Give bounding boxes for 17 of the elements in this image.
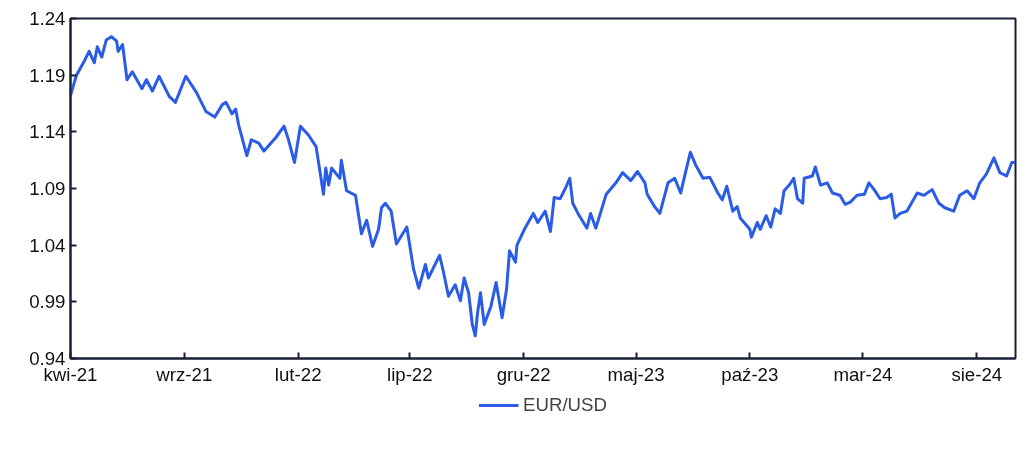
y-tick-label: 1.19 [29, 64, 66, 86]
legend-label: EUR/USD [523, 394, 607, 416]
y-tick-label: 1.24 [29, 8, 66, 29]
line-series [70, 35, 1016, 338]
x-tick-label: lut-22 [274, 363, 322, 385]
x-tick-label: wrz-21 [155, 363, 213, 385]
x-tick-label: maj-23 [607, 363, 665, 385]
y-tick-label: 0.94 [29, 348, 66, 369]
y-tick-label: 1.09 [29, 178, 66, 199]
x-tick-label: sie-24 [951, 363, 1003, 385]
y-tick-label: 0.99 [29, 291, 66, 313]
x-tick-label: mar-24 [833, 363, 893, 385]
x-tick-label: gru-22 [496, 363, 551, 385]
x-tick-label: lip-22 [386, 363, 433, 385]
y-tick-label: 1.14 [29, 121, 66, 143]
y-tick-label: 1.04 [29, 234, 66, 256]
x-tick-label: paź-23 [721, 363, 779, 385]
